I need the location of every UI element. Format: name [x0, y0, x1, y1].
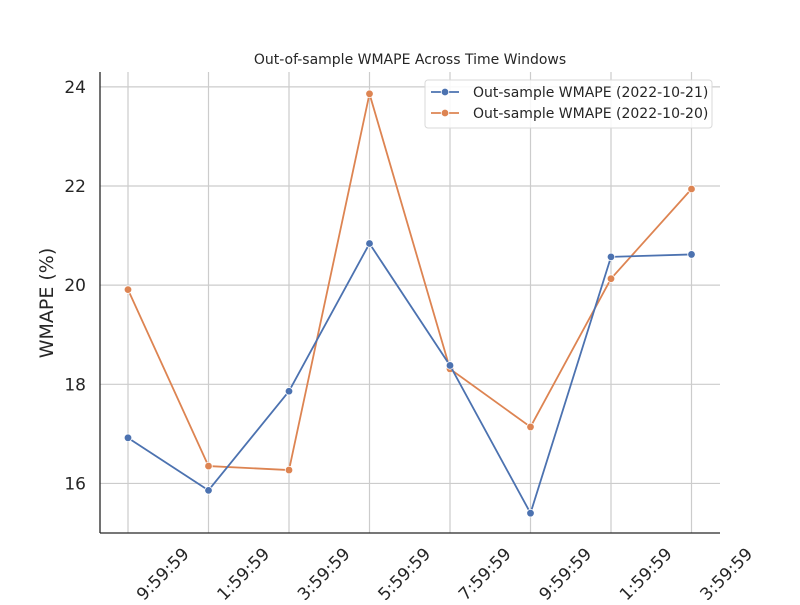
x-tick-label: 3:59:59 [294, 544, 354, 600]
data-point [204, 486, 213, 495]
x-tick-label: 3:59:59 [697, 544, 757, 600]
legend-label: Out-sample WMAPE (2022-10-21) [473, 85, 708, 101]
data-point [365, 239, 374, 248]
axes [99, 72, 720, 534]
data-point [606, 252, 616, 262]
data-point [123, 285, 133, 294]
data-point [687, 184, 696, 194]
x-tick-label: 9:59:59 [133, 544, 193, 600]
legend-label: Out-sample WMAPE (2022-10-20) [473, 106, 708, 122]
legend-marker [440, 108, 450, 118]
x-tick-label: 1:59:59 [616, 544, 676, 600]
legend-item: Out-sample WMAPE (2022-10-20) [431, 106, 708, 122]
data-point [606, 274, 616, 283]
data-point [526, 508, 535, 518]
series-group [123, 89, 696, 475]
data-point [204, 461, 213, 471]
data-point [123, 433, 133, 443]
legend-marker [440, 87, 450, 97]
series-line [127, 92, 693, 471]
series-lines [123, 89, 696, 518]
legend-box [424, 79, 713, 129]
x-tick-label: 9:59:59 [536, 544, 596, 600]
data-point [365, 89, 374, 99]
y-tick-label: 16 [64, 474, 86, 494]
y-tick-label: 18 [64, 375, 86, 395]
series-group [123, 239, 696, 518]
data-point [526, 422, 535, 432]
x-tick-label: 1:59:59 [214, 544, 274, 600]
tick-labels: 9:59:59 1:59:59 3:59:59 5:59:59 7:59:59 9:59:… [64, 78, 757, 605]
data-point [687, 250, 696, 259]
data-point [445, 361, 455, 370]
data-point [284, 465, 294, 475]
y-tick-label: 20 [64, 276, 86, 296]
y-tick-label: 24 [64, 78, 86, 98]
y-tick-label: 22 [64, 177, 86, 197]
gridlines [100, 72, 720, 533]
legend: Out-sample WMAPE (2022-10-21) Out-sample … [424, 79, 713, 129]
chart-title: Out-of-sample WMAPE Across Time Windows [254, 52, 566, 68]
y-axis-label: WMAPE (%) [36, 248, 58, 359]
x-tick-label: 7:59:59 [455, 544, 515, 600]
x-tick-label: 5:59:59 [375, 544, 435, 600]
series-line [127, 242, 692, 515]
data-point [284, 387, 294, 396]
legend-item: Out-sample WMAPE (2022-10-21) [431, 85, 708, 101]
